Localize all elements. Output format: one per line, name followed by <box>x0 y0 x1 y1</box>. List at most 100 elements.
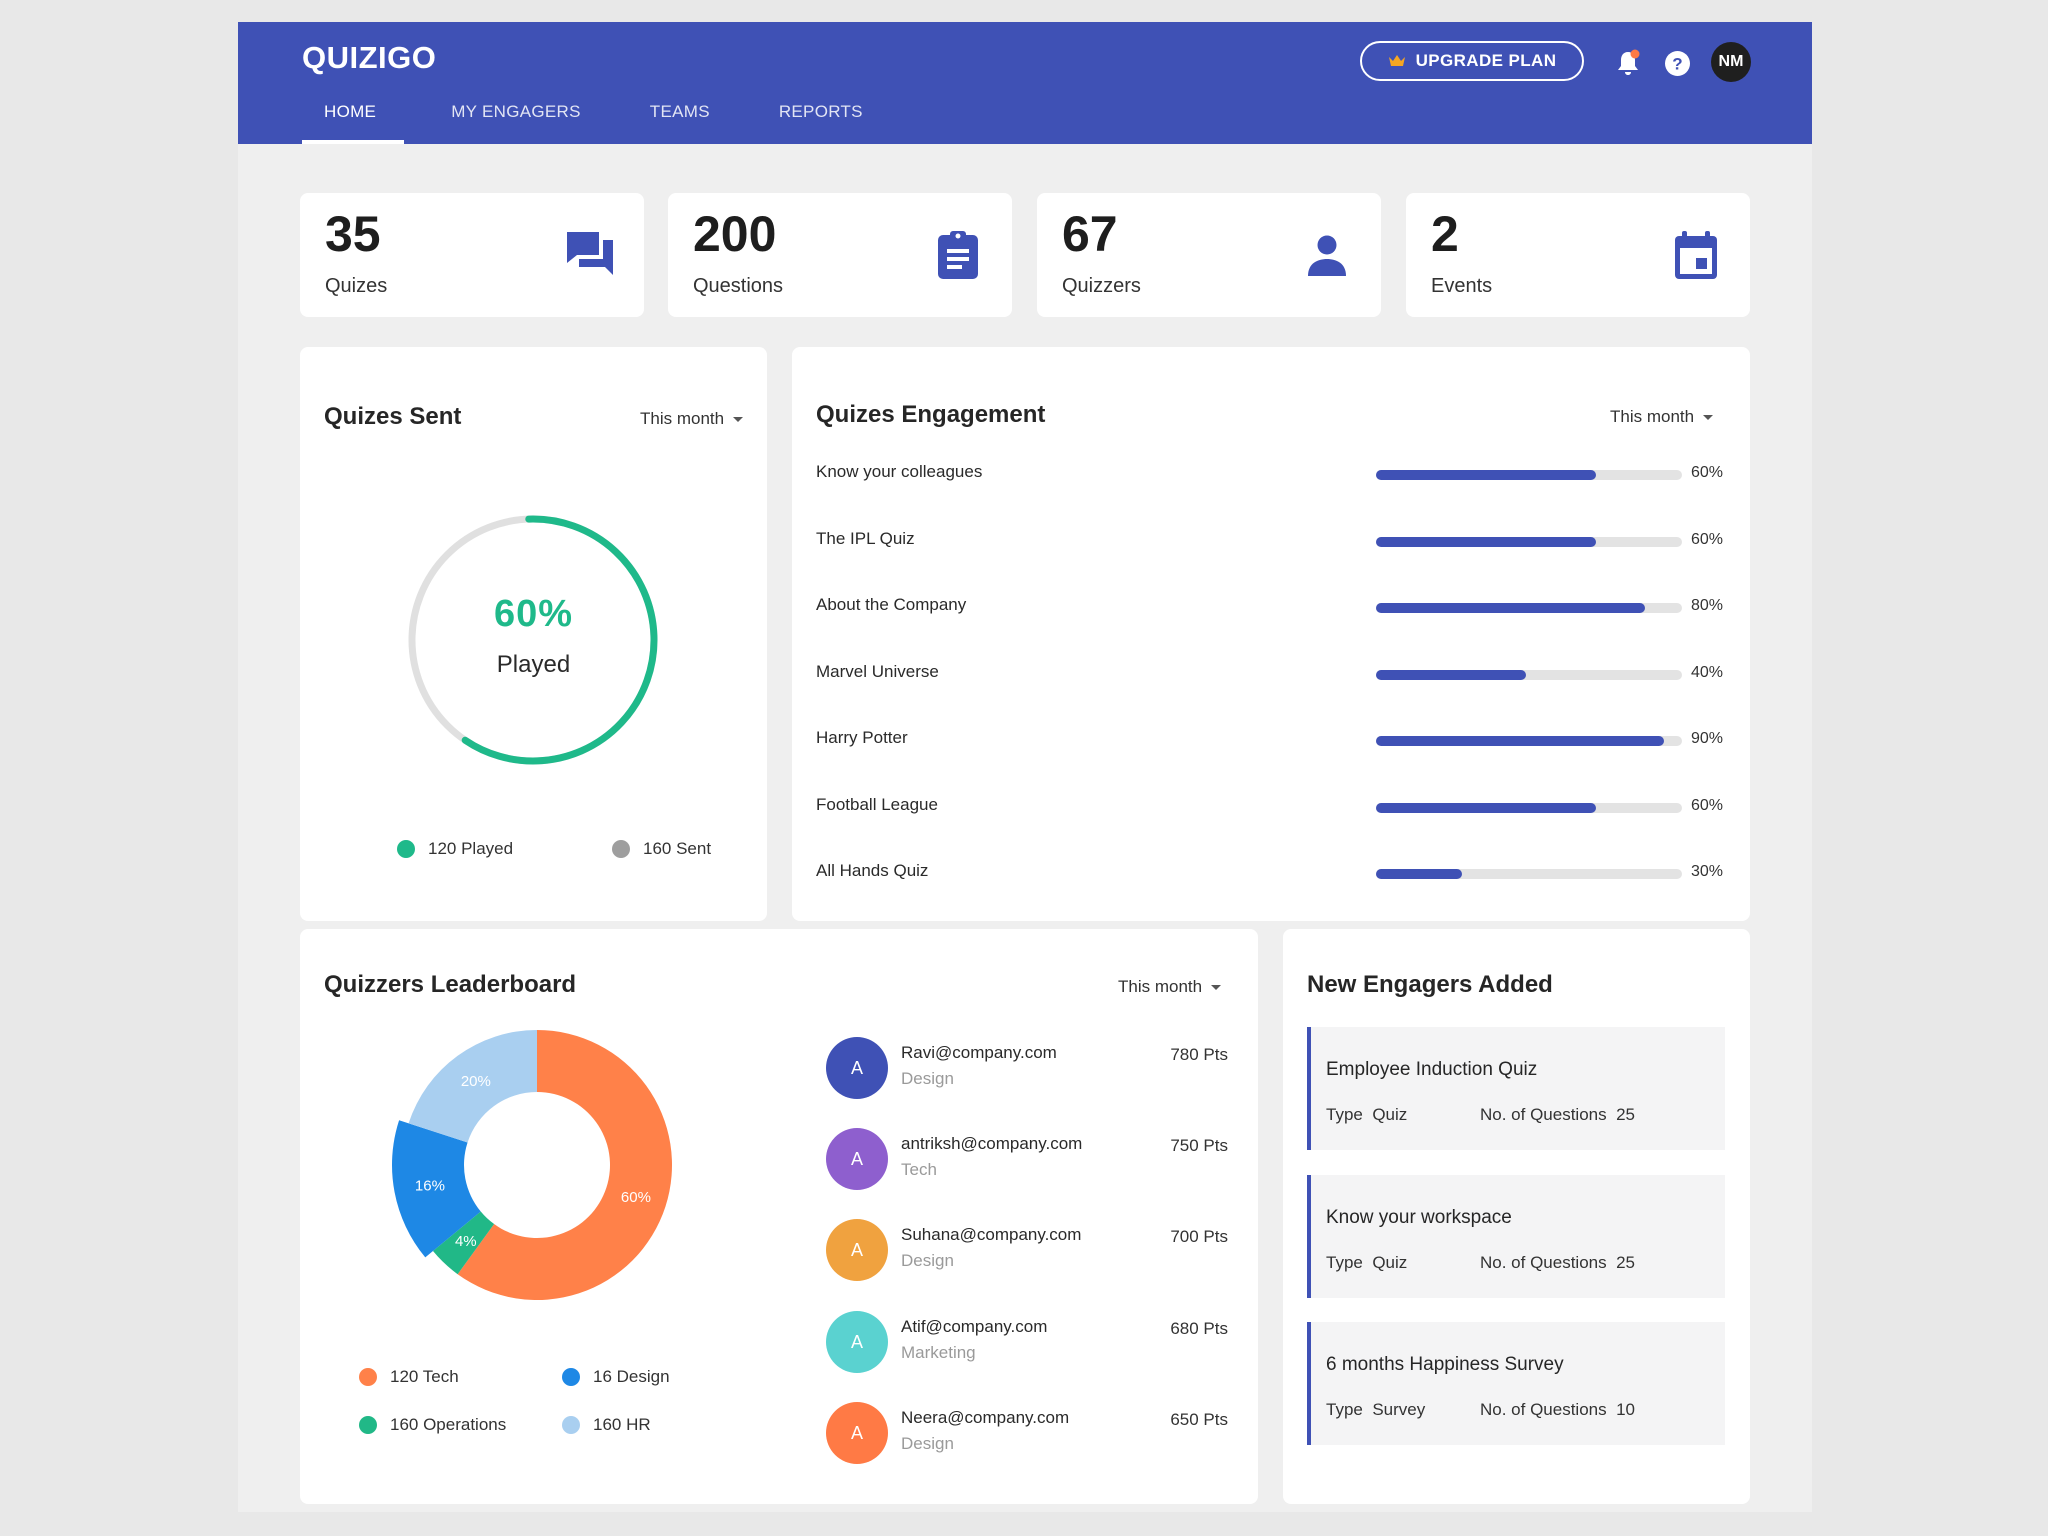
leaderboard-row[interactable]: A Suhana@company.com Design 700 Pts <box>826 1219 1236 1283</box>
engager-item[interactable]: Know your workspace Type Quiz No. of Que… <box>1307 1175 1725 1298</box>
played-ring-chart <box>408 515 658 765</box>
caret-down-icon <box>1211 984 1222 990</box>
donut-slice-label: 20% <box>461 1073 491 1090</box>
tab-home[interactable]: HOME <box>302 102 405 144</box>
legend-played: 120 Played <box>397 839 513 859</box>
quizzer-email: antriksh@company.com <box>901 1134 1083 1153</box>
donut-slice <box>432 1211 495 1275</box>
tab-reports[interactable]: REPORTS <box>778 102 863 121</box>
engager-type: Type Quiz <box>1326 1253 1407 1273</box>
team-donut-chart: 60% 4% 16% 20% <box>392 1030 673 1300</box>
ring-progress <box>408 515 658 765</box>
main-nav: HOME MY ENGAGERS TEAMS REPORTS <box>302 102 910 144</box>
stat-label: Questions <box>693 275 784 297</box>
engager-type: Type Quiz <box>1326 1105 1407 1125</box>
legend-sent: 160 Sent <box>612 839 711 859</box>
engagement-fill <box>1376 603 1646 613</box>
donut-slice <box>457 1030 673 1300</box>
tab-my-engagers[interactable]: MY ENGAGERS <box>451 102 581 121</box>
engagement-fill <box>1376 803 1597 813</box>
quizzer-points: 750 Pts <box>1170 1136 1228 1155</box>
engagement-fill <box>1376 670 1526 680</box>
questions-value: 10 <box>1616 1400 1635 1419</box>
engager-title: Know your workspace <box>1326 1207 1512 1228</box>
engagement-row[interactable]: All Hands Quiz 30% <box>816 857 1728 887</box>
engagement-row[interactable]: About the Company 80% <box>816 591 1728 621</box>
engagement-percent: 60% <box>1691 797 1724 814</box>
legend-tech: 120 Tech <box>359 1367 459 1387</box>
played-caption: Played <box>496 651 571 678</box>
engagement-track <box>1376 869 1682 879</box>
engagement-row[interactable]: The IPL Quiz 60% <box>816 525 1728 555</box>
stat-label: Quizes <box>325 275 388 297</box>
engager-questions: No. of Questions 25 <box>1480 1105 1635 1125</box>
legend-label: 160 HR <box>593 1415 651 1434</box>
engagement-percent: 30% <box>1691 863 1724 880</box>
type-label: Type <box>1326 1253 1363 1272</box>
leaderboard-row[interactable]: A Neera@company.com Design 650 Pts <box>826 1402 1236 1466</box>
quizzer-points: 700 Pts <box>1170 1227 1228 1246</box>
notification-bell-icon[interactable] <box>1613 48 1643 78</box>
leaderboard-row[interactable]: A Atif@company.com Marketing 680 Pts <box>826 1311 1236 1375</box>
donut-slice <box>408 1030 537 1143</box>
top-header: QUIZIGO HOME MY ENGAGERS TEAMS REPORTS U… <box>238 22 1812 144</box>
avatar: A <box>826 1219 888 1281</box>
questions-label: No. of Questions <box>1480 1105 1607 1124</box>
quizzer-email: Ravi@company.com <box>901 1043 1057 1062</box>
engager-item[interactable]: 6 months Happiness Survey Type Survey No… <box>1307 1322 1725 1445</box>
leaderboard-row[interactable]: A Ravi@company.com Design 780 Pts <box>826 1037 1236 1101</box>
help-icon[interactable]: ? <box>1662 48 1692 78</box>
leaderboard-period-dropdown[interactable]: This month <box>1118 977 1222 997</box>
period-label: This month <box>1610 407 1695 426</box>
engagement-row[interactable]: Know your colleagues 60% <box>816 458 1728 488</box>
svg-text:?: ? <box>1672 54 1682 73</box>
legend-label: 160 Operations <box>390 1415 507 1434</box>
upgrade-plan-button[interactable]: UPGRADE PLAN <box>1360 41 1584 81</box>
tab-teams[interactable]: TEAMS <box>649 102 710 121</box>
user-avatar[interactable]: NM <box>1711 42 1751 82</box>
quizzer-team: Design <box>901 1069 954 1088</box>
engager-title: 6 months Happiness Survey <box>1326 1354 1564 1375</box>
engagement-label: Know your colleagues <box>816 462 983 481</box>
engagement-row[interactable]: Football League 60% <box>816 791 1728 821</box>
legend-operations: 160 Operations <box>359 1415 506 1435</box>
quizes-sent-title: Quizes Sent <box>324 403 462 430</box>
quizzer-team: Tech <box>901 1160 937 1179</box>
engagement-track <box>1376 670 1682 680</box>
stat-label: Events <box>1431 275 1493 297</box>
legend-dot <box>562 1416 580 1434</box>
questions-label: No. of Questions <box>1480 1253 1607 1272</box>
engagement-row[interactable]: Harry Potter 90% <box>816 724 1728 754</box>
dashboard-app: QUIZIGO HOME MY ENGAGERS TEAMS REPORTS U… <box>238 22 1812 1512</box>
stat-card-quizzers[interactable]: 67 Quizzers <box>1037 193 1381 317</box>
stat-value: 35 <box>325 206 381 262</box>
engagement-track <box>1376 537 1682 547</box>
new-engagers-card: New Engagers Added Employee Induction Qu… <box>1283 929 1750 1504</box>
brand-logo[interactable]: QUIZIGO <box>302 40 437 75</box>
avatar: A <box>826 1311 888 1373</box>
stat-card-events[interactable]: 2 Events <box>1406 193 1750 317</box>
engagement-label: Harry Potter <box>816 728 908 747</box>
leaderboard-card: Quizzers Leaderboard This month 60% 4% 16%… <box>300 929 1258 1504</box>
engagement-percent: 90% <box>1691 730 1724 747</box>
engagement-percent: 60% <box>1691 531 1724 548</box>
leaderboard-row[interactable]: A antriksh@company.com Tech 750 Pts <box>826 1128 1236 1192</box>
stat-card-questions[interactable]: 200 Questions <box>668 193 1012 317</box>
stat-card-quizes[interactable]: 35 Quizes <box>300 193 644 317</box>
quizzer-points: 780 Pts <box>1170 1045 1228 1064</box>
engager-item[interactable]: Employee Induction Quiz Type Quiz No. of… <box>1307 1027 1725 1150</box>
questions-value: 25 <box>1616 1105 1635 1124</box>
engagement-track <box>1376 470 1682 480</box>
chat-bubbles-icon <box>562 227 618 283</box>
legend-hr: 160 HR <box>562 1415 651 1435</box>
quizes-sent-card: Quizes Sent This month 60% Played 120 Pl… <box>300 347 767 921</box>
engagement-percent: 80% <box>1691 597 1724 614</box>
legend-dot <box>612 840 630 858</box>
engagement-fill <box>1376 869 1462 879</box>
engagement-row[interactable]: Marvel Universe 40% <box>816 658 1728 688</box>
quizes-sent-period-dropdown[interactable]: This month <box>640 409 744 429</box>
engagement-period-dropdown[interactable]: This month <box>1610 407 1714 427</box>
engagement-label: Football League <box>816 795 938 814</box>
upgrade-plan-label: UPGRADE PLAN <box>1415 51 1557 70</box>
donut-slice-label: 4% <box>455 1233 477 1250</box>
